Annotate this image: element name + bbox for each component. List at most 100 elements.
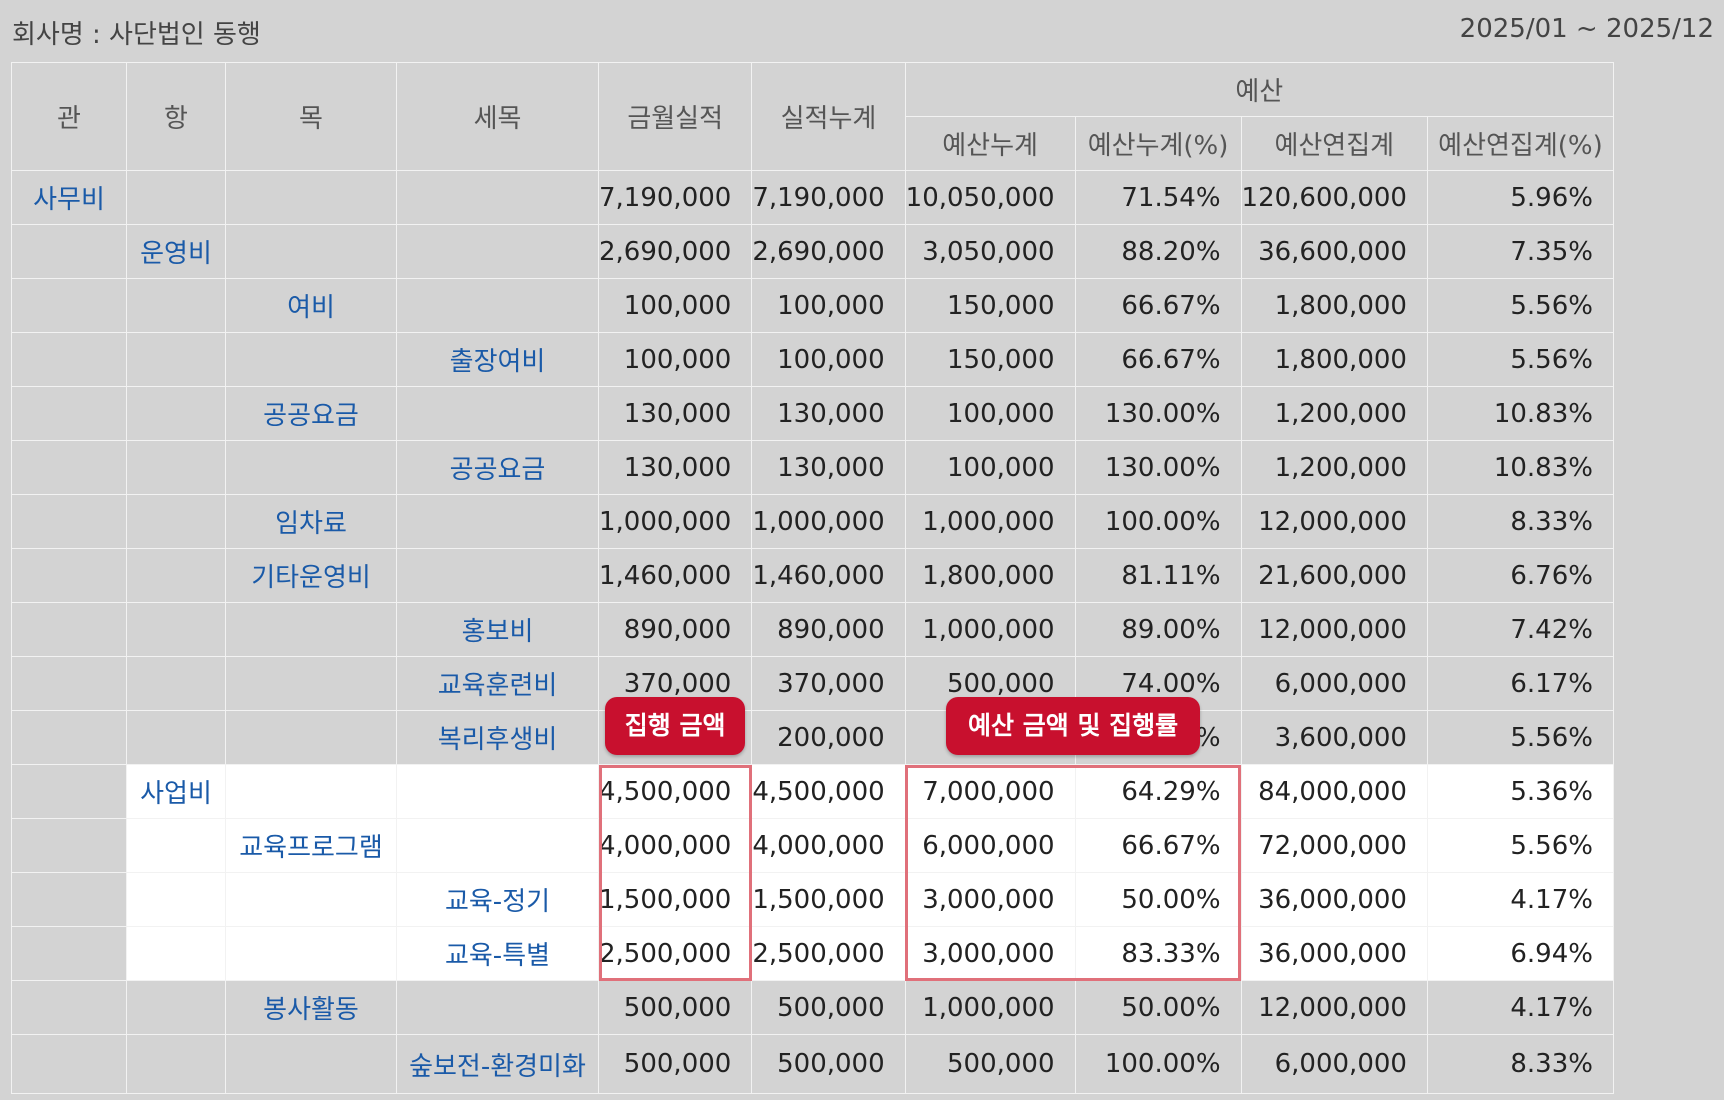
cell-hang bbox=[126, 440, 226, 495]
col-header-budget-year-pct: 예산연집계(%) bbox=[1426, 116, 1614, 171]
col-header-gwan: 관 bbox=[11, 62, 127, 171]
cell-budget-year: 12,000,000 bbox=[1240, 494, 1428, 549]
cell-semok: 복리후생비 bbox=[396, 710, 599, 765]
cell-mok: 임차료 bbox=[225, 494, 397, 549]
cell-budget-cum-pct: 50.00% bbox=[1074, 872, 1242, 927]
table-row: 공공요금 130,000 130,000 100,000 130.00% 1,200,00… bbox=[11, 440, 1614, 495]
cell-cumulative: 1,000,000 bbox=[751, 494, 906, 549]
cell-cumulative: 890,000 bbox=[751, 602, 906, 657]
cell-monthly: 500,000 bbox=[597, 1034, 753, 1094]
cell-budget-year: 120,600,000 bbox=[1240, 170, 1428, 225]
cell-mok bbox=[225, 926, 397, 981]
table-row: 홍보비 890,000 890,000 1,000,000 89.00% 12,000,0… bbox=[11, 602, 1614, 657]
cell-budget-cum: 3,000,000 bbox=[904, 872, 1076, 927]
cell-semok: 교육훈련비 bbox=[396, 656, 599, 711]
cell-semok bbox=[396, 494, 599, 549]
cell-hang bbox=[126, 1034, 226, 1094]
cell-hang bbox=[126, 494, 226, 549]
cell-budget-cum-pct: 130.00% bbox=[1074, 440, 1242, 495]
cell-mok: 여비 bbox=[225, 278, 397, 333]
table-row: 사무비 7,190,000 7,190,000 10,050,000 71.54% 120… bbox=[11, 170, 1614, 225]
cell-budget-cum: 150,000 bbox=[904, 278, 1076, 333]
table-row: 공공요금 130,000 130,000 100,000 130.00% 1,200,00… bbox=[11, 386, 1614, 441]
budget-amount-badge: 예산 금액 및 집행률 bbox=[946, 696, 1201, 755]
cell-budget-cum-pct: 50.00% bbox=[1074, 980, 1242, 1035]
cell-gwan bbox=[11, 386, 127, 441]
cell-mok: 기타운영비 bbox=[225, 548, 397, 603]
cell-mok bbox=[225, 170, 397, 225]
table-row: 숲보전-환경미화 500,000 500,000 500,000 100.00% 6,00… bbox=[11, 1034, 1614, 1094]
budget-execution-table: 관 항 목 세목 금월실적 실적누계 예산 예산누계 예산누계(%) 예산연집계… bbox=[11, 62, 1614, 1094]
cell-budget-year: 3,600,000 bbox=[1240, 710, 1428, 765]
cell-budget-cum-pct: 71.54% bbox=[1074, 170, 1242, 225]
cell-hang bbox=[126, 332, 226, 387]
cell-budget-cum-pct: 66.67% bbox=[1074, 818, 1242, 873]
cell-gwan bbox=[11, 602, 127, 657]
cell-budget-year-pct: 5.56% bbox=[1426, 278, 1614, 333]
cell-hang bbox=[126, 980, 226, 1035]
cell-hang bbox=[126, 710, 226, 765]
cell-cumulative: 4,000,000 bbox=[751, 818, 906, 873]
col-header-monthly: 금월실적 bbox=[597, 62, 753, 171]
cell-budget-year-pct: 5.56% bbox=[1426, 332, 1614, 387]
cell-monthly: 4,000,000 bbox=[597, 818, 753, 873]
cell-monthly: 1,000,000 bbox=[597, 494, 753, 549]
cell-budget-year-pct: 5.96% bbox=[1426, 170, 1614, 225]
cell-mok bbox=[225, 710, 397, 765]
cell-budget-cum: 500,000 bbox=[904, 1034, 1076, 1094]
cell-hang bbox=[126, 278, 226, 333]
cell-mok bbox=[225, 656, 397, 711]
table-row: 임차료 1,000,000 1,000,000 1,000,000 100.00% 12,… bbox=[11, 494, 1614, 549]
cell-mok bbox=[225, 332, 397, 387]
cell-semok bbox=[396, 386, 599, 441]
cell-semok bbox=[396, 818, 599, 873]
col-header-hang: 항 bbox=[126, 62, 226, 171]
table-row: 교육-특별 2,500,000 2,500,000 3,000,000 83.33% 36… bbox=[11, 926, 1614, 981]
cell-budget-year: 1,200,000 bbox=[1240, 440, 1428, 495]
cell-monthly: 1,460,000 bbox=[597, 548, 753, 603]
table-row: 기타운영비 1,460,000 1,460,000 1,800,000 81.11% 21… bbox=[11, 548, 1614, 603]
cell-budget-cum-pct: 130.00% bbox=[1074, 386, 1242, 441]
cell-hang: 사업비 bbox=[126, 764, 226, 819]
cell-mok bbox=[225, 872, 397, 927]
col-header-budget-year: 예산연집계 bbox=[1240, 116, 1428, 171]
cell-mok bbox=[225, 440, 397, 495]
table-row: 교육훈련비 370,000 370,000 500,000 74.00% 6,000,00… bbox=[11, 656, 1614, 711]
cell-budget-year: 1,800,000 bbox=[1240, 278, 1428, 333]
cell-monthly: 890,000 bbox=[597, 602, 753, 657]
cell-cumulative: 1,500,000 bbox=[751, 872, 906, 927]
cell-semok: 공공요금 bbox=[396, 440, 599, 495]
cell-budget-year: 1,800,000 bbox=[1240, 332, 1428, 387]
cell-budget-year-pct: 6.94% bbox=[1426, 926, 1614, 981]
cell-gwan bbox=[11, 1034, 127, 1094]
table-row: 여비 100,000 100,000 150,000 66.67% 1,800,000 5.… bbox=[11, 278, 1614, 333]
cell-gwan bbox=[11, 656, 127, 711]
cell-budget-cum-pct: 100.00% bbox=[1074, 494, 1242, 549]
cell-budget-cum: 3,000,000 bbox=[904, 926, 1076, 981]
cell-monthly: 2,690,000 bbox=[597, 224, 753, 279]
cell-mok: 봉사활동 bbox=[225, 980, 397, 1035]
cell-budget-cum-pct: 64.29% bbox=[1074, 764, 1242, 819]
cell-semok bbox=[396, 278, 599, 333]
cell-monthly: 4,500,000 bbox=[597, 764, 753, 819]
table-body: 사무비 7,190,000 7,190,000 10,050,000 71.54% 120… bbox=[11, 170, 1614, 1094]
cell-monthly: 100,000 bbox=[597, 332, 753, 387]
cell-gwan bbox=[11, 872, 127, 927]
cell-budget-year-pct: 4.17% bbox=[1426, 980, 1614, 1035]
table-row: 운영비 2,690,000 2,690,000 3,050,000 88.20% 36,6… bbox=[11, 224, 1614, 279]
cell-hang bbox=[126, 386, 226, 441]
cell-mok bbox=[225, 224, 397, 279]
cell-gwan bbox=[11, 764, 127, 819]
cell-hang bbox=[126, 926, 226, 981]
cell-monthly: 130,000 bbox=[597, 386, 753, 441]
cell-cumulative: 100,000 bbox=[751, 278, 906, 333]
cell-mok bbox=[225, 1034, 397, 1094]
cell-cumulative: 500,000 bbox=[751, 1034, 906, 1094]
cell-semok: 홍보비 bbox=[396, 602, 599, 657]
cell-hang bbox=[126, 602, 226, 657]
cell-budget-year-pct: 4.17% bbox=[1426, 872, 1614, 927]
cell-budget-year-pct: 10.83% bbox=[1426, 440, 1614, 495]
cell-gwan bbox=[11, 926, 127, 981]
cell-budget-cum: 6,000,000 bbox=[904, 818, 1076, 873]
cell-budget-cum-pct: 100.00% bbox=[1074, 1034, 1242, 1094]
